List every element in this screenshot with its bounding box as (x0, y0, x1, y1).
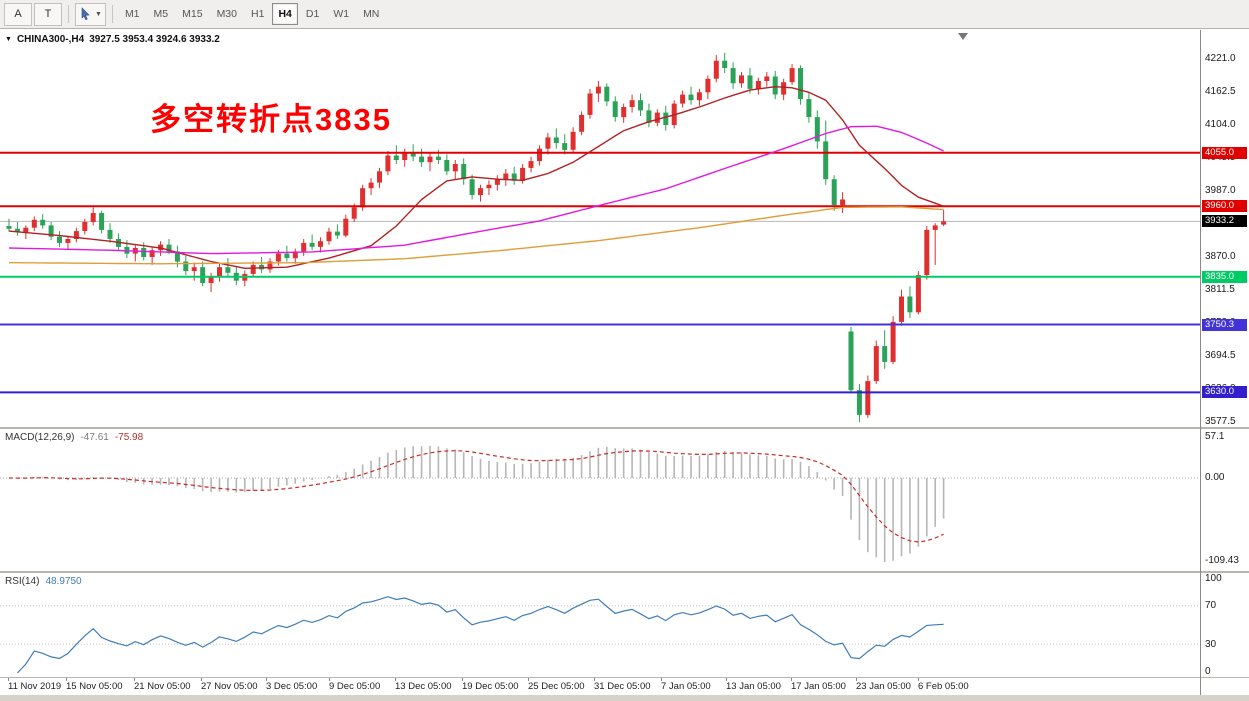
time-axis-label: 3 Dec 05:00 (266, 681, 318, 692)
price-axis[interactable]: 4221.04162.54104.04045.53987.03928.53870… (1201, 30, 1249, 427)
price-axis-label: 4104.0 (1205, 119, 1236, 130)
time-axis-label: 27 Nov 05:00 (201, 681, 258, 692)
time-axis-tick (661, 678, 662, 681)
timeframe-button-m15[interactable]: M15 (182, 8, 203, 20)
timeframe-button-m30[interactable]: M30 (216, 8, 237, 20)
price-axis-label: 4162.5 (1205, 86, 1236, 97)
rsi-axis-label: 30 (1205, 639, 1217, 650)
rsi-axis-label: 100 (1205, 573, 1222, 584)
chart-annotation-text: 多空转折点3835 (150, 102, 392, 137)
rsi-axis-label: 0 (1205, 666, 1211, 677)
time-axis[interactable]: 11 Nov 2019 15 Nov 05:00 21 Nov 05:00 27 No… (0, 678, 1200, 695)
timeframe-button-m5[interactable]: M5 (153, 8, 169, 20)
macd-signal-value: -75.98 (114, 432, 144, 443)
time-axis-label: 25 Dec 05:00 (528, 681, 585, 692)
time-axis-label: 19 Dec 05:00 (462, 681, 519, 692)
macd-label: MACD(12,26,9) -47.61 -75.98 (5, 432, 143, 443)
time-axis-tick (856, 678, 857, 681)
time-axis-separator (0, 677, 1249, 678)
time-axis-tick (66, 678, 67, 681)
text-tool-button[interactable]: T (34, 2, 62, 26)
time-axis-label: 23 Jan 05:00 (856, 681, 911, 692)
rsi-label: RSI(14) 48.9750 (5, 576, 82, 587)
rsi-panel[interactable]: RSI(14) 48.9750 (0, 573, 1200, 677)
macd-axis-label: 57.1 (1205, 431, 1225, 442)
time-axis-tick (791, 678, 792, 681)
rsi-value: 48.9750 (45, 576, 82, 587)
time-axis-label: 13 Jan 05:00 (726, 681, 781, 692)
price-level-tag: 3630.0 (1202, 386, 1247, 398)
time-axis-tick (201, 678, 202, 681)
timeframe-button-h1[interactable]: H1 (251, 8, 265, 20)
time-axis-tick (462, 678, 463, 681)
chart-title: ▼ CHINA300-,H4 3927.5 3953.4 3924.6 3933… (5, 34, 220, 45)
timeframe-group: M1 M5 M15 M30 H1 H4 D1 W1 MN (118, 3, 386, 25)
macd-main-value: -47.61 (80, 432, 109, 443)
main-chart-panel[interactable]: ▼ CHINA300-,H4 3927.5 3953.4 3924.6 3933… (0, 30, 1200, 427)
time-axis-tick (134, 678, 135, 681)
price-axis-label: 4221.0 (1205, 53, 1236, 64)
price-level-tag: 3933.2 (1202, 215, 1247, 227)
price-axis-label: 3811.5 (1205, 284, 1235, 295)
window-bottom-strip (0, 695, 1249, 701)
macd-name: MACD(12,26,9) (5, 432, 75, 443)
macd-canvas (0, 445, 1200, 562)
chart-ohlc-label: 3927.5 3953.4 3924.6 3933.2 (89, 34, 220, 45)
time-axis-tick (395, 678, 396, 681)
macd-axis-label: -109.43 (1205, 555, 1239, 566)
chart-symbol-label: CHINA300-,H4 (16, 34, 85, 45)
toolbar: A T ▼ M1 M5 M15 M30 H1 H4 D1 W1 MN (0, 0, 1249, 29)
font-tool-button[interactable]: A (4, 2, 32, 26)
time-axis-tick (528, 678, 529, 681)
rsi-axis-label: 70 (1205, 600, 1217, 611)
macd-axis[interactable]: 57.1 0.00 -109.43 (1201, 429, 1249, 571)
price-axis-label: 3870.0 (1205, 251, 1236, 262)
price-level-tag: 3835.0 (1202, 271, 1247, 283)
time-axis-label: 15 Nov 05:00 (66, 681, 123, 692)
toolbar-separator (111, 5, 113, 23)
time-axis-label: 31 Dec 05:00 (594, 681, 651, 692)
price-level-tag: 3750.3 (1202, 319, 1247, 331)
candlestick-chart-canvas[interactable] (0, 30, 1200, 427)
price-axis-border (1200, 30, 1201, 695)
rsi-axis[interactable]: 100 70 30 0 (1201, 573, 1249, 677)
chart-shift-marker-icon[interactable] (958, 33, 968, 40)
drawing-tool-dropdown[interactable]: ▼ (75, 2, 106, 26)
timeframe-button-h4[interactable]: H4 (272, 3, 298, 25)
rsi-name: RSI(14) (5, 576, 40, 587)
timeframe-button-m1[interactable]: M1 (124, 8, 140, 20)
timeframe-button-d1[interactable]: D1 (305, 8, 320, 20)
time-axis-tick (726, 678, 727, 681)
price-level-tag: 3960.0 (1202, 200, 1247, 212)
chart-dropdown-icon[interactable]: ▼ (5, 36, 12, 43)
rsi-canvas (0, 596, 1200, 674)
price-level-tag: 4055.0 (1202, 147, 1247, 159)
panel-splitter[interactable] (0, 427, 1249, 429)
price-axis-label: 3694.5 (1205, 350, 1236, 361)
time-axis-tick (594, 678, 595, 681)
time-axis-label: 7 Jan 05:00 (661, 681, 711, 692)
time-axis-label: 17 Jan 05:00 (791, 681, 846, 692)
dropdown-caret-icon: ▼ (95, 10, 102, 18)
time-axis-label: 6 Feb 05:00 (918, 681, 969, 692)
time-axis-tick (918, 678, 919, 681)
time-axis-label: 13 Dec 05:00 (395, 681, 452, 692)
toolbar-separator (68, 5, 69, 23)
panel-splitter[interactable] (0, 571, 1249, 573)
price-axis-label: 3987.0 (1205, 185, 1236, 196)
time-axis-tick (266, 678, 267, 681)
macd-panel[interactable]: MACD(12,26,9) -47.61 -75.98 (0, 429, 1200, 571)
cursor-icon (81, 7, 90, 21)
price-axis-label: 3577.5 (1205, 416, 1236, 427)
timeframe-button-mn[interactable]: MN (363, 8, 380, 20)
time-axis-tick (329, 678, 330, 681)
time-axis-label: 21 Nov 05:00 (134, 681, 191, 692)
time-axis-label: 11 Nov 2019 (8, 681, 62, 692)
timeframe-button-w1[interactable]: W1 (333, 8, 350, 20)
time-axis-label: 9 Dec 05:00 (329, 681, 381, 692)
time-axis-tick (8, 678, 9, 681)
macd-axis-label: 0.00 (1205, 472, 1225, 483)
